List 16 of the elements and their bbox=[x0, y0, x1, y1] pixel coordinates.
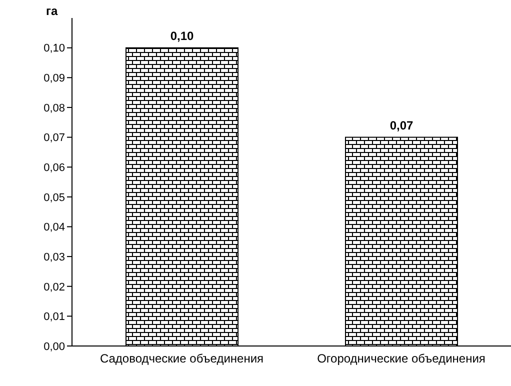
y-tick-label: 0,10 bbox=[44, 42, 65, 55]
y-tick-label: 0,02 bbox=[44, 281, 65, 294]
y-tick-label: 0,07 bbox=[44, 132, 65, 144]
y-tick-label: 0,00 bbox=[44, 340, 65, 353]
data-label: 0,07 bbox=[390, 118, 414, 132]
y-tick-label: 0,03 bbox=[44, 251, 65, 264]
y-tick-label: 0,01 bbox=[44, 311, 65, 324]
y-tick-label: 0,05 bbox=[44, 192, 65, 204]
data-label: 0,10 bbox=[170, 28, 194, 43]
y-tick-label: 0,08 bbox=[44, 102, 65, 114]
y-tick-label: 0,06 bbox=[44, 162, 65, 174]
x-tick-label: Садоводческие объединения bbox=[100, 352, 264, 366]
y-tick-label: 0,04 bbox=[44, 222, 65, 234]
y-tick-label: 0,09 bbox=[44, 72, 65, 85]
y-axis-title: га bbox=[46, 4, 58, 18]
x-tick-label: Огороднические объединения bbox=[317, 352, 486, 366]
